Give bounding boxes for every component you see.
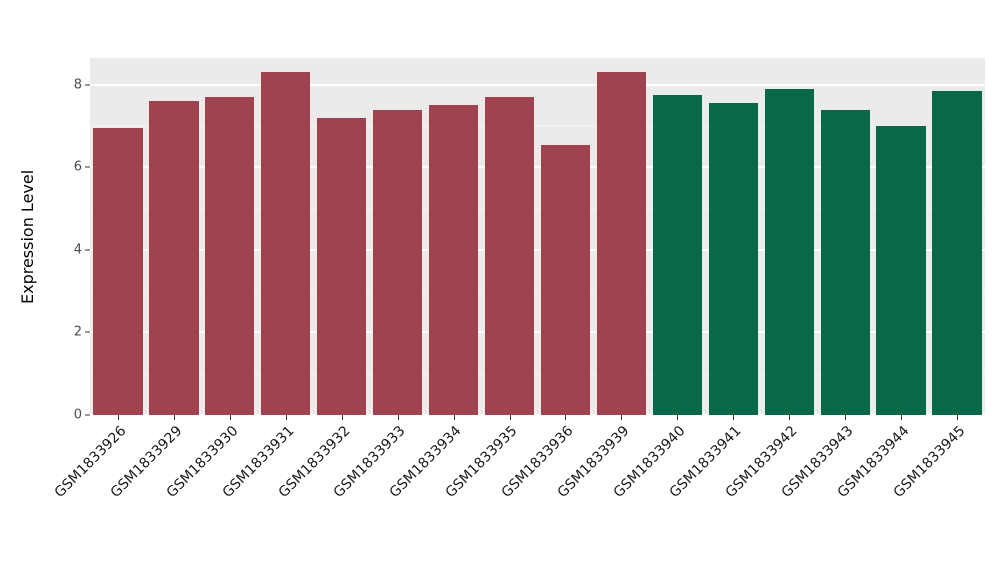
x-tick-mark [229,415,231,420]
bar-GSM1833935 [484,97,535,415]
bar-slot [593,58,649,415]
grid-layer [90,58,985,416]
x-tick-mark [677,415,679,420]
x-tick-mark [845,415,847,420]
bar-GSM1833939 [596,72,647,415]
x-tick-mark [957,415,959,420]
x-tick-cell [202,415,258,420]
bar-GSM1833931 [261,72,311,415]
x-tick-cell [929,415,985,420]
x-tick-cell [873,415,929,420]
bar-slot [146,58,202,415]
bar-slot [90,58,146,415]
bar-GSM1833944 [876,126,926,415]
bar-GSM1833929 [149,101,199,415]
bar-slot [202,58,258,415]
x-tick-mark [173,415,175,420]
gridline [90,125,985,127]
bar-GSM1833933 [373,109,423,415]
x-tick-cell [649,415,705,420]
x-tick-cell [538,415,594,420]
bars-row [90,58,985,415]
y-tick-mark [85,166,90,168]
x-tick-mark [453,415,455,420]
x-tick-mark [285,415,287,420]
x-tick-cell [482,415,538,420]
x-tick-mark [789,415,791,420]
bar-slot [761,58,817,415]
x-tick-cell [705,415,761,420]
x-tick-mark [621,415,623,420]
bar-slot [538,58,594,415]
bar-GSM1833926 [93,128,143,415]
y-axis-label: 4 [73,242,82,258]
gridline [90,208,985,210]
bar-slot [817,58,873,415]
plot-panel [90,58,985,416]
y-tick-mark [85,414,90,416]
bar-slot [649,58,705,415]
bar-slot [314,58,370,415]
y-axis-label: 6 [73,159,82,175]
bar-GSM1833941 [708,103,758,415]
bar-GSM1833934 [428,105,479,415]
x-tick-cell [146,415,202,420]
x-tick-cell [817,415,873,420]
bar-GSM1833945 [932,91,982,415]
bar-slot [873,58,929,415]
bar-slot [929,58,985,415]
x-tick-mark [397,415,399,420]
bar-slot [426,58,482,415]
y-axis-ticks [85,58,90,416]
gridline [90,83,985,86]
y-tick-mark [85,84,90,86]
bar-slot [482,58,538,415]
y-tick-mark [85,249,90,251]
bar-GSM1833936 [540,144,591,415]
bar-slot [370,58,426,415]
x-label-cell: GSM1833945 [890,423,985,553]
gridline [90,166,985,169]
gridline [90,331,985,334]
y-axis-title: Expression Level [18,169,37,304]
x-tick-mark [565,415,567,420]
bar-GSM1833942 [764,88,814,415]
bar-GSM1833943 [820,109,870,415]
x-tick-cell [314,415,370,420]
x-axis-ticks [90,415,985,420]
y-axis-label: 2 [73,324,82,340]
x-tick-cell [593,415,649,420]
x-tick-cell [258,415,314,420]
gridline [90,290,985,292]
x-tick-cell [370,415,426,420]
bar-GSM1833940 [652,95,702,415]
y-axis-label: 8 [73,77,82,93]
y-axis-label: 0 [73,407,82,423]
x-tick-mark [733,415,735,420]
x-tick-mark [117,415,119,420]
bar-slot [258,58,314,415]
x-tick-cell [761,415,817,420]
bar-GSM1833932 [317,117,367,415]
x-tick-mark [341,415,343,420]
y-axis-labels: 0 2 4 6 8 [40,58,82,421]
y-tick-mark [85,331,90,333]
bar-slot [705,58,761,415]
x-tick-mark [901,415,903,420]
gridline [90,414,985,416]
x-tick-cell [90,415,146,420]
x-tick-mark [509,415,511,420]
x-tick-cell [426,415,482,420]
bar-GSM1833930 [205,97,255,415]
x-axis-labels: GSM1833926 GSM1833929 GSM1833930 GSM1833931… [51,423,985,553]
gridline [90,248,985,251]
gridline [90,373,985,375]
